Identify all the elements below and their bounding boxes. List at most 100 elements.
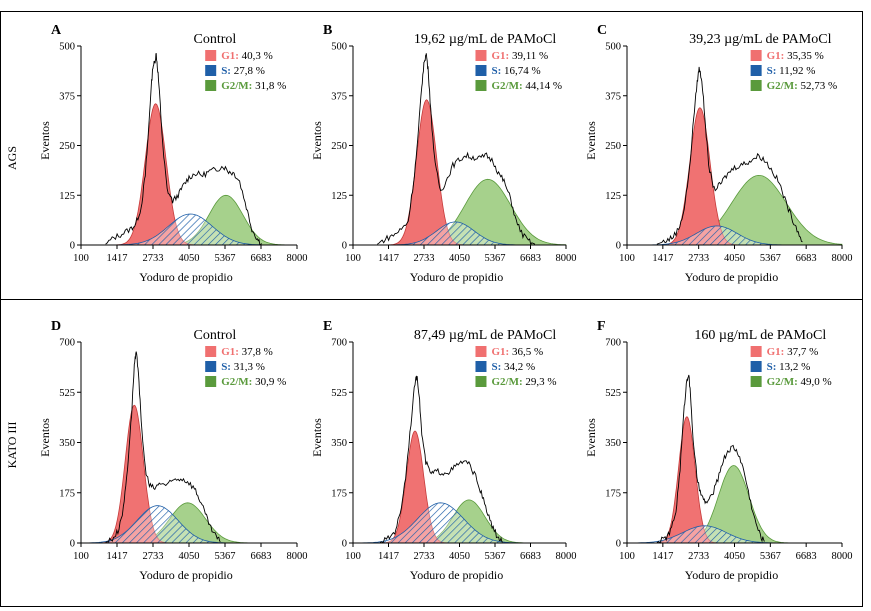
legend-swatch [475,361,487,372]
x-tick-label: 4050 [724,551,745,562]
y-tick-label: 250 [331,141,347,152]
legend-entry: G1: 39,11 % [491,50,548,62]
y-tick-label: 700 [59,338,75,349]
y-tick-label: 0 [616,539,621,550]
x-tick-label: 100 [345,253,361,264]
x-axis-label: Yoduro de propidio [685,568,778,582]
y-tick-label: 175 [59,488,75,499]
legend-swatch [205,361,217,372]
histogram-trace [656,66,803,245]
x-tick-label: 100 [73,253,89,264]
legend-phase-label: G2/M: [491,376,522,388]
legend-percentage: 52,73 % [798,80,837,92]
legend-swatch [750,376,762,387]
panel-title: 87,49 µg/mL de PAMoCl [414,328,556,343]
legend-entry: S: 27,8 % [221,65,265,77]
x-tick-label: 100 [345,551,361,562]
x-tick-label: 8000 [287,253,308,264]
x-tick-label: 100 [619,253,635,264]
y-tick-label: 250 [59,141,75,152]
x-tick-label: 2733 [143,551,164,562]
legend-swatch [205,50,217,61]
panel-a: 0 125 250 375 500 100 1417 2733 4050 5367 6683 8000… [38,23,308,284]
x-tick-label: 6683 [520,551,541,562]
x-tick-label: 8000 [832,253,853,264]
x-tick-label: 2733 [143,253,164,264]
x-axis-label: Yoduro de propidio [139,270,232,284]
y-axis-label: Eventos [584,418,598,457]
legend-percentage: 11,92 % [776,65,815,77]
legend-entry: G1: 35,35 % [767,50,824,62]
x-tick-label: 1417 [107,551,128,562]
legend-swatch [205,80,217,91]
panel-title: Control [194,328,237,343]
y-tick-label: 500 [331,42,347,53]
x-tick-label: 4050 [449,253,470,264]
x-tick-label: 100 [619,551,635,562]
x-tick-label: 4050 [449,551,470,562]
legend-entry: G2/M: 49,0 % [767,376,832,388]
y-tick-label: 0 [70,241,75,252]
x-tick-label: 8000 [556,551,577,562]
s-component-area [380,221,531,246]
legend-percentage: 37,8 % [239,346,273,358]
legend-phase-label: G1: [221,50,239,62]
legend-percentage: 30,9 % [252,376,286,388]
legend-entry: G2/M: 52,73 % [767,80,838,92]
s-component-area [102,213,278,246]
legend-swatch [475,346,487,357]
y-axis-label: Eventos [310,121,324,160]
histogram-trace [377,53,536,246]
x-tick-label: 1417 [378,253,399,264]
legend-phase-label: G2/M: [221,80,252,92]
panel-letter: A [51,23,62,38]
legend-entry: G1: 40,3 % [221,50,273,62]
panel-b: 0 125 250 375 500 100 1417 2733 4050 5367 6683 8000… [310,23,577,284]
x-tick-label: 4050 [179,253,200,264]
x-tick-label: 1417 [652,551,673,562]
y-tick-label: 525 [59,388,75,399]
x-axis-label: Yoduro de propidio [685,270,778,284]
y-tick-label: 700 [331,338,347,349]
s-component-area [80,505,240,544]
panel-title: 19,62 µg/mL de PAMoCl [414,32,556,47]
y-tick-label: 525 [331,388,347,399]
x-tick-label: 5367 [215,551,236,562]
panel-letter: C [597,23,607,38]
x-tick-label: 2733 [414,253,435,264]
y-axis-label: Eventos [584,121,598,160]
y-tick-label: 375 [331,91,347,102]
panel-c: 0 125 250 375 500 100 1417 2733 4050 5367 6683 8000… [584,23,853,284]
legend-percentage: 39,11 % [509,50,548,62]
x-tick-label: 2733 [688,253,709,264]
y-axis-label: Eventos [38,418,52,457]
x-tick-label: 1417 [652,253,673,264]
legend-phase-label: G1: [767,50,785,62]
x-tick-label: 4050 [724,253,745,264]
x-tick-label: 5367 [215,253,236,264]
x-tick-label: 2733 [414,551,435,562]
legend-entry: S: 16,74 % [491,65,540,77]
y-tick-label: 175 [605,488,621,499]
panel-title: 160 µg/mL de PAMoCl [694,328,826,343]
legend-percentage: 31,8 % [252,80,286,92]
x-tick-label: 8000 [287,551,308,562]
panel-d: 0 175 350 525 700 100 1417 2733 4050 5367 6683 8000… [38,319,308,582]
histogram-trace [656,374,765,544]
panel-letter: F [597,319,606,334]
legend-entry: G2/M: 44,14 % [491,80,562,92]
y-tick-label: 500 [59,42,75,53]
x-axis-label: Yoduro de propidio [410,270,503,284]
y-tick-label: 375 [59,91,75,102]
legend-percentage: 37,7 % [784,346,818,358]
x-tick-label: 5367 [760,551,781,562]
y-tick-label: 125 [331,191,347,202]
legend-entry: S: 11,92 % [767,65,816,77]
y-tick-label: 375 [605,91,621,102]
x-tick-label: 6683 [796,253,817,264]
y-tick-label: 125 [59,191,75,202]
legend-percentage: 27,8 % [231,65,265,77]
legend-phase-label: S: [767,65,777,77]
y-tick-label: 250 [605,141,621,152]
